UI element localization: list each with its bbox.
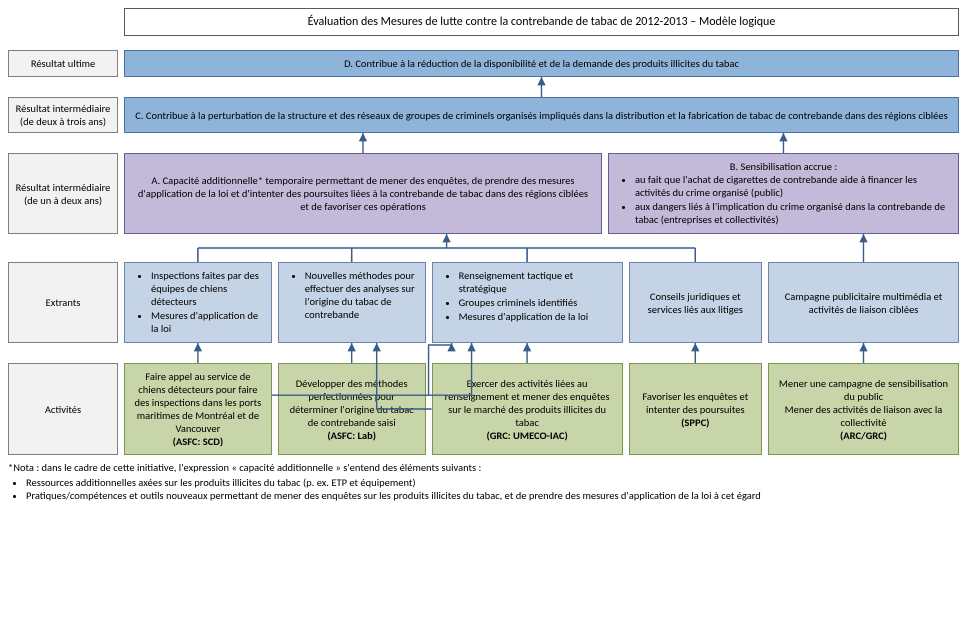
activity-5-text2: Mener des activités de liaison avec la c…	[777, 403, 950, 429]
label-inter2: Résultat intermédiaire (de deux à trois …	[8, 97, 118, 133]
output-1-li2: Mesures d'application de la loi	[151, 309, 263, 335]
label-outputs: Extrants	[8, 262, 118, 343]
box-b-title: B. Sensibilisation accrue :	[617, 160, 950, 173]
output-3: Renseignement tactique et stratégique Gr…	[432, 262, 623, 343]
activity-5-text1: Mener une campagne de sensibilisation du…	[777, 377, 950, 403]
label-ultimate: Résultat ultime	[8, 50, 118, 77]
activity-2: Développer des méthodes perfectionnées p…	[278, 363, 426, 455]
activity-4-text: Favoriser les enquêtes et intenter des p…	[638, 390, 753, 416]
output-2-li1: Nouvelles méthodes pour effectuer des an…	[305, 269, 417, 321]
activity-1-text: Faire appel au service de chiens détecte…	[133, 370, 263, 435]
activity-3-org: (GRC: UMECO-IAC)	[486, 429, 567, 442]
box-b: B. Sensibilisation accrue : au fait que …	[608, 153, 959, 234]
footnote-li2: Pratiques/compétences et outils nouveaux…	[26, 489, 959, 502]
activity-5-org: (ARC/GRC)	[840, 429, 887, 442]
label-inter1: Résultat intermédiaire (de un à deux ans…	[8, 153, 118, 234]
box-b-li1: au fait que l'achat de cigarettes de con…	[635, 173, 950, 199]
output-3-li3: Mesures d'application de la loi	[459, 310, 614, 323]
output-1: Inspections faites par des équipes de ch…	[124, 262, 272, 343]
footnote: *Nota : dans le cadre de cette initiativ…	[8, 461, 959, 502]
footnote-intro: *Nota : dans le cadre de cette initiativ…	[8, 461, 959, 474]
activity-2-text: Développer des méthodes perfectionnées p…	[287, 377, 417, 429]
activity-3: Exercer des activités liées au renseigne…	[432, 363, 623, 455]
activity-1: Faire appel au service de chiens détecte…	[124, 363, 272, 455]
label-activities: Activités	[8, 363, 118, 455]
box-d: D. Contribue à la réduction de la dispon…	[124, 50, 959, 77]
output-4: Conseils juridiques et services liés aux…	[629, 262, 762, 343]
output-2: Nouvelles méthodes pour effectuer des an…	[278, 262, 426, 343]
output-1-li1: Inspections faites par des équipes de ch…	[151, 269, 263, 308]
output-3-li1: Renseignement tactique et stratégique	[459, 269, 614, 295]
footnote-li1: Ressources additionnelles axées sur les …	[26, 476, 959, 489]
activity-5: Mener une campagne de sensibilisation du…	[768, 363, 959, 455]
title: Évaluation des Mesures de lutte contre l…	[124, 8, 959, 36]
activity-3-text: Exercer des activités liées au renseigne…	[441, 377, 614, 429]
box-a: A. Capacité additionnelle* temporaire pe…	[124, 153, 602, 234]
box-c: C. Contribue à la perturbation de la str…	[124, 97, 959, 133]
activity-4: Favoriser les enquêtes et intenter des p…	[629, 363, 762, 455]
activity-1-org: (ASFC: SCD)	[173, 435, 224, 448]
box-b-li2: aux dangers liés à l'implication du crim…	[635, 200, 950, 226]
activity-4-org: (SPPC)	[681, 416, 709, 429]
output-3-li2: Groupes criminels identifiés	[459, 296, 614, 309]
output-5: Campagne publicitaire multimédia et acti…	[768, 262, 959, 343]
activity-2-org: (ASFC: Lab)	[327, 429, 376, 442]
